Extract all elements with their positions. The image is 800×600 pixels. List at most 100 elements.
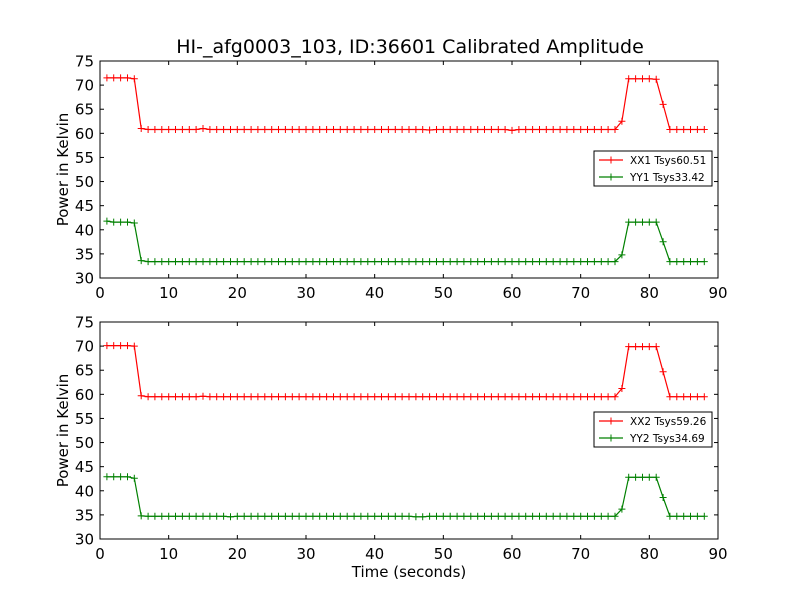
data-point-marker (529, 126, 537, 133)
data-point-marker (680, 512, 688, 520)
data-point-marker (371, 126, 379, 133)
legend: XX1 Tsys60.51 YY1 Tsys33.42 (593, 150, 713, 187)
data-point-marker (604, 126, 612, 133)
data-point-marker (590, 393, 598, 401)
data-point-marker (384, 393, 392, 401)
data-point-marker (227, 258, 234, 266)
data-point-marker (213, 512, 221, 520)
data-point-marker (515, 258, 523, 266)
data-point-marker (577, 126, 585, 133)
data-point-marker (474, 258, 482, 266)
data-point-marker (192, 393, 200, 401)
data-point-marker (487, 512, 495, 520)
y-tick-label: 40 (75, 482, 94, 500)
data-point-marker (611, 512, 619, 520)
data-point-marker (330, 126, 337, 133)
data-point-marker (378, 512, 385, 520)
data-point-marker (494, 258, 502, 266)
x-tick-label: 70 (571, 284, 590, 302)
data-point-marker (481, 393, 488, 401)
x-tick-label: 30 (296, 545, 315, 563)
data-point-marker (700, 126, 708, 133)
data-point-marker (446, 258, 454, 266)
data-point-marker (536, 512, 543, 520)
data-point-marker (687, 512, 694, 520)
data-point-marker (460, 258, 468, 266)
data-point-marker (494, 393, 502, 401)
data-point-marker (508, 512, 516, 520)
legend-box (593, 150, 713, 187)
data-point-marker (302, 126, 310, 133)
top-subplot: 0 10 20 30 40 50 60 70 80 90 30 35 40 45 50 55 60 65 70 75 P… (54, 53, 728, 303)
data-point-marker (323, 258, 331, 266)
figure-title: HI-_afg0003_103, ID:36601 Calibrated Amp… (176, 36, 644, 58)
data-point-marker (584, 393, 591, 401)
data-point-marker (165, 258, 173, 266)
data-point-marker (240, 258, 248, 266)
data-point-marker (625, 218, 633, 226)
data-point-marker (693, 512, 701, 520)
data-point-marker (604, 393, 612, 401)
data-point-marker (172, 393, 179, 401)
data-point-marker (639, 473, 646, 481)
data-point-marker (433, 126, 440, 133)
data-point-marker (700, 512, 708, 520)
series-2 (103, 473, 708, 521)
data-point-marker (632, 343, 640, 351)
data-point-marker (659, 100, 667, 108)
data-point-marker (185, 258, 193, 266)
data-point-marker (103, 74, 111, 82)
data-point-marker (673, 512, 681, 520)
data-point-marker (350, 512, 358, 520)
data-point-marker (103, 217, 111, 225)
data-point-marker (439, 393, 447, 401)
data-point-marker (597, 258, 605, 266)
data-point-marker (487, 126, 495, 133)
data-point-marker (590, 512, 598, 520)
data-point-marker (199, 392, 207, 400)
data-point-marker (419, 258, 427, 266)
data-point-marker (453, 393, 461, 401)
data-point-marker (446, 393, 454, 401)
data-point-marker (549, 512, 557, 520)
data-point-marker (652, 218, 660, 226)
data-point-marker (549, 126, 557, 133)
data-point-marker (268, 126, 276, 133)
data-point-marker (137, 125, 145, 132)
data-point-marker (501, 126, 509, 133)
data-point-marker (398, 512, 406, 520)
data-point-marker (639, 75, 646, 83)
data-point-marker (206, 258, 214, 266)
data-point-marker (288, 393, 296, 401)
x-tick-label: 80 (640, 545, 659, 563)
data-point-marker (233, 393, 241, 401)
data-point-marker (172, 258, 179, 266)
x-tick-label: 80 (640, 284, 659, 302)
data-point-marker (570, 258, 578, 266)
data-point-marker (563, 393, 571, 401)
data-point-marker (309, 126, 317, 133)
data-point-marker (261, 126, 269, 133)
data-point-marker (522, 126, 530, 133)
x-tick-label: 0 (95, 545, 105, 563)
data-point-marker (618, 117, 626, 125)
data-point-marker (398, 258, 406, 266)
data-point-marker (467, 512, 475, 520)
x-tick-label: 20 (228, 284, 247, 302)
data-point-marker (556, 126, 564, 133)
data-point-marker (213, 126, 221, 133)
y-tick-label: 55 (75, 410, 94, 428)
data-point-marker (350, 258, 358, 266)
data-point-marker (206, 126, 214, 133)
data-point-marker (178, 393, 186, 401)
y-axis-label: Power in Kelvin (54, 113, 72, 227)
data-point-marker (124, 473, 131, 481)
data-point-marker (467, 126, 475, 133)
data-point-marker (618, 251, 626, 259)
data-point-marker (158, 258, 166, 266)
data-point-marker (227, 126, 234, 133)
y-tick-label: 50 (75, 434, 94, 452)
data-point-marker (178, 258, 186, 266)
data-point-marker (693, 393, 701, 401)
